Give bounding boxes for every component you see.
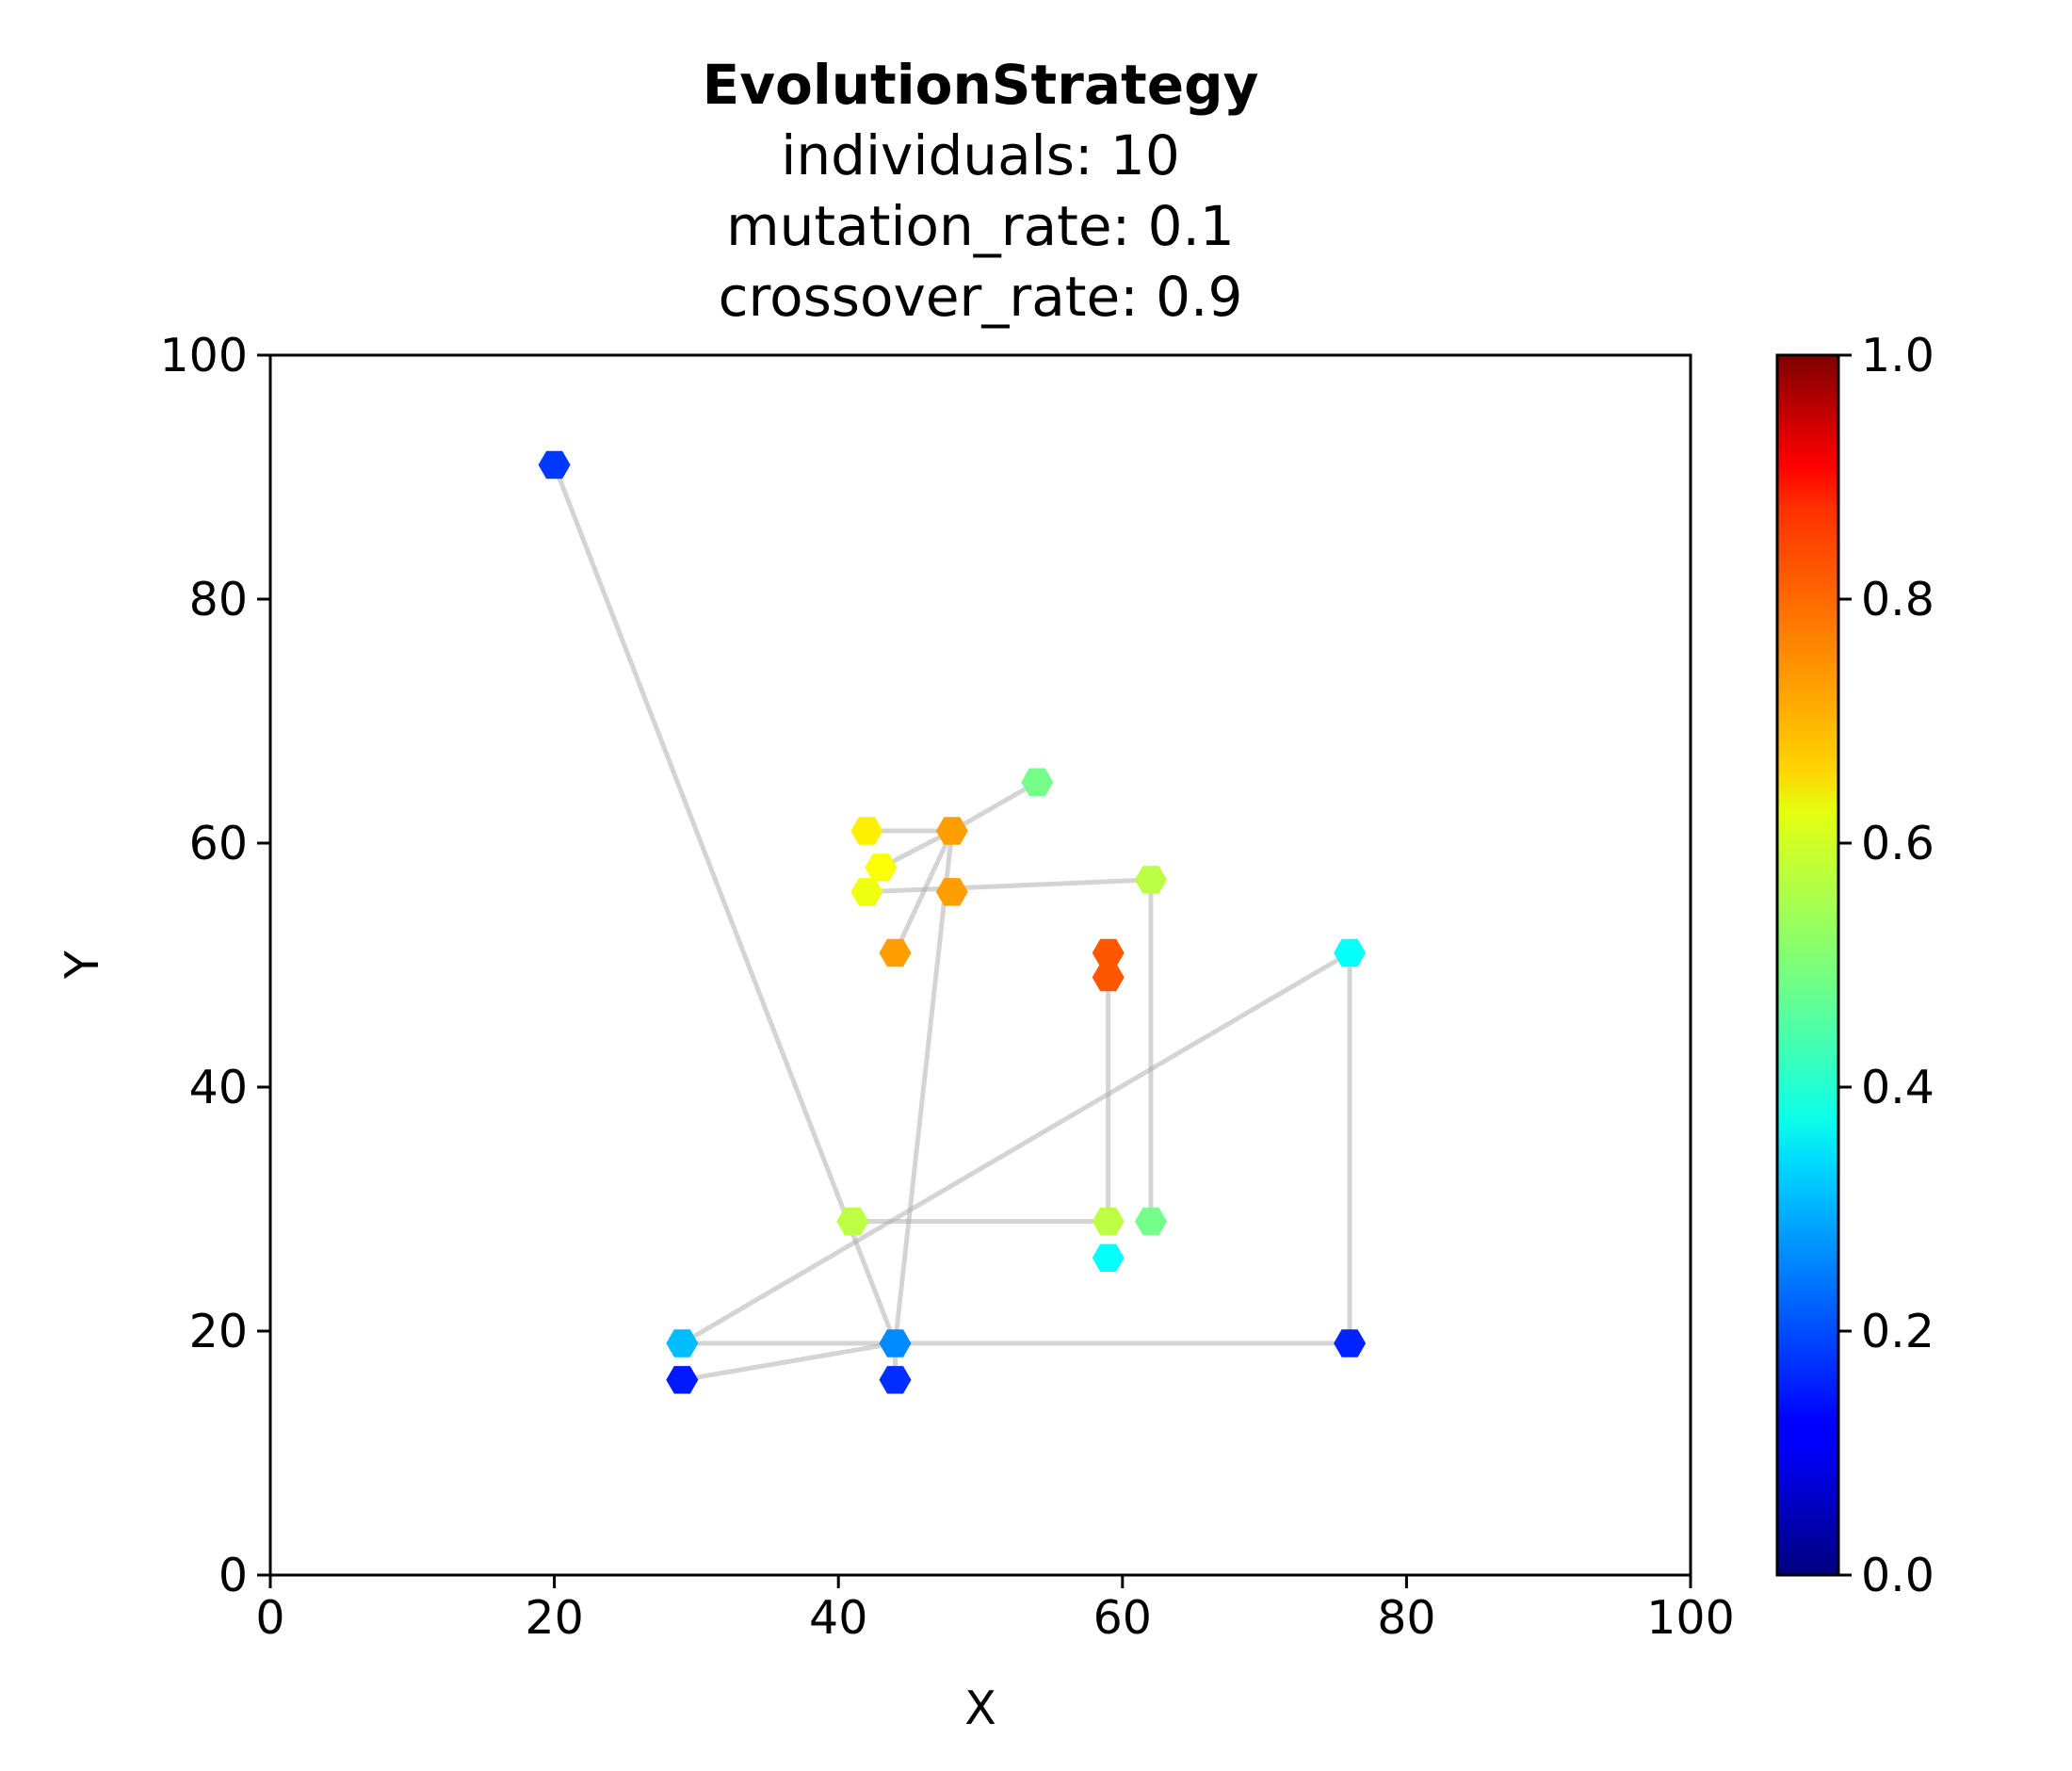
colorbar-ticks: 0.0 0.2 0.4 0.6 0.8 1.0 — [1838, 329, 1934, 1602]
x-tick-label: 60 — [1093, 1591, 1152, 1645]
y-tick-label: 100 — [159, 329, 248, 382]
data-point — [1334, 938, 1367, 967]
y-tick-label: 0 — [219, 1549, 248, 1602]
x-tick-label: 100 — [1646, 1591, 1735, 1645]
x-axis: 0 20 40 60 80 100 — [255, 1575, 1735, 1645]
data-point — [538, 450, 571, 479]
y-axis: 0 20 40 60 80 100 — [159, 329, 270, 1602]
data-point — [1021, 768, 1054, 796]
data-point — [836, 1207, 869, 1236]
y-tick-label: 80 — [189, 573, 248, 626]
x-tick-label: 20 — [525, 1591, 583, 1645]
data-point — [1334, 1329, 1367, 1357]
connection-line — [893, 828, 955, 1346]
data-point — [879, 1329, 912, 1357]
data-point — [1092, 1243, 1125, 1272]
data-points — [538, 450, 1367, 1394]
connection-line — [679, 1340, 898, 1383]
y-tick-label: 40 — [189, 1061, 248, 1114]
data-point — [666, 1329, 699, 1357]
connection-line — [893, 828, 955, 956]
plot-frame — [268, 353, 1692, 1577]
connection-line — [552, 463, 898, 1346]
data-point — [935, 878, 968, 906]
colorbar-tick-label: 0.4 — [1861, 1061, 1934, 1114]
data-point — [1092, 963, 1125, 992]
data-point — [879, 938, 912, 967]
data-point — [1135, 866, 1167, 894]
colorbar-tick-label: 0.0 — [1861, 1549, 1934, 1602]
x-tick-label: 0 — [255, 1591, 284, 1645]
x-tick-label: 40 — [809, 1591, 867, 1645]
chart-subtitle-crossover-rate: crossover_rate: 0.9 — [719, 265, 1243, 329]
colorbar: 0.0 0.2 0.4 0.6 0.8 1.0 — [1775, 329, 1934, 1602]
connection-line — [949, 779, 1040, 834]
chart-title: EvolutionStrategy — [703, 53, 1259, 117]
data-point — [879, 1366, 912, 1394]
data-point — [850, 878, 883, 906]
connection-lines — [552, 463, 1352, 1383]
colorbar-tick-label: 1.0 — [1861, 329, 1934, 382]
y-axis-label: Y — [56, 950, 109, 980]
data-point — [1092, 938, 1125, 967]
y-tick-label: 60 — [189, 817, 248, 870]
connection-line — [679, 950, 1352, 1346]
x-tick-label: 80 — [1377, 1591, 1435, 1645]
colorbar-gradient — [1775, 353, 1840, 1577]
data-point — [865, 853, 898, 882]
plot-area — [268, 353, 1692, 1577]
y-tick-label: 20 — [189, 1305, 248, 1358]
data-point — [1092, 1207, 1125, 1236]
chart-subtitle-mutation-rate: mutation_rate: 0.1 — [726, 194, 1235, 258]
colorbar-tick-label: 0.2 — [1861, 1305, 1934, 1358]
connection-line — [864, 877, 1154, 895]
chart-subtitle-individuals: individuals: 10 — [781, 123, 1179, 187]
data-point — [1135, 1207, 1167, 1236]
data-point — [666, 1366, 699, 1394]
x-axis-label: X — [964, 1682, 996, 1735]
data-point — [850, 817, 883, 845]
colorbar-tick-label: 0.8 — [1861, 573, 1934, 626]
data-point — [935, 817, 968, 845]
colorbar-tick-label: 0.6 — [1861, 817, 1934, 870]
